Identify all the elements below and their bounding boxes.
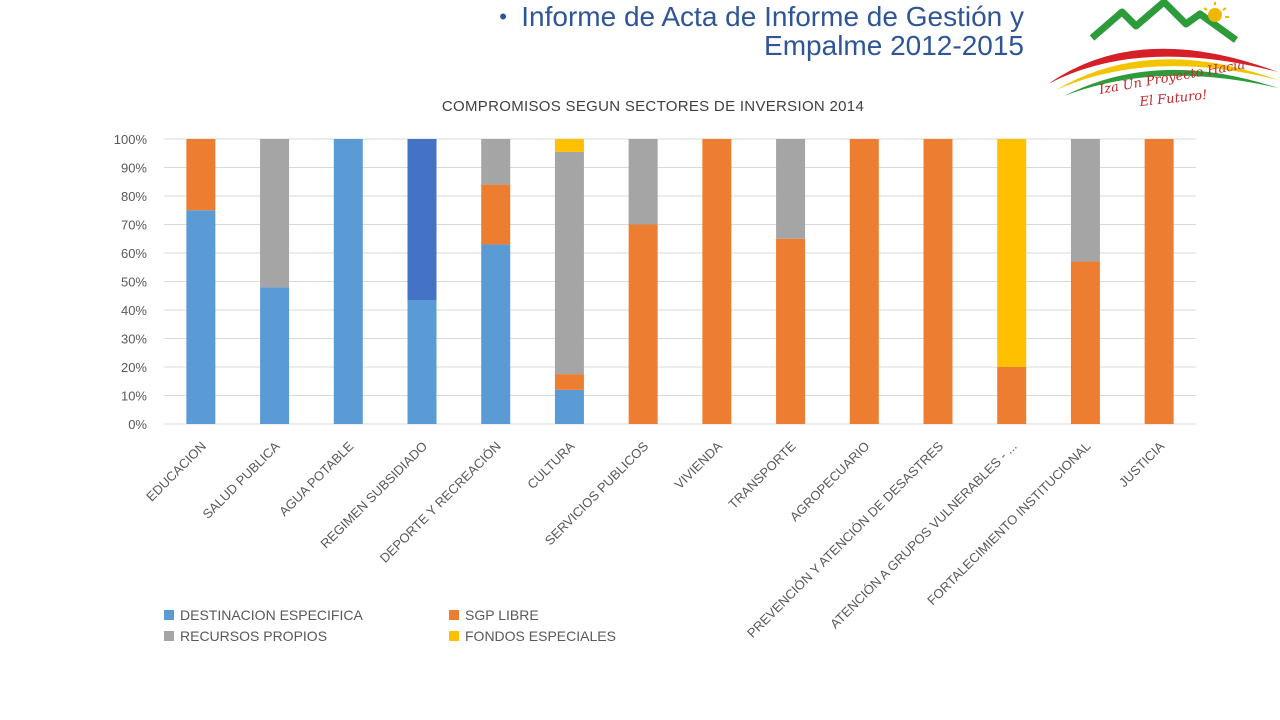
bar-segment [186,139,216,211]
slide-title: • Informe de Acta de Informe de Gestión … [499,1,1024,61]
chart-title: COMPROMISOS SEGUN SECTORES DE INVERSION … [441,98,865,115]
bar-segment [776,238,806,424]
bar-segment [1144,139,1174,424]
legend-swatch-recursos [164,631,174,641]
bar-segment [554,139,584,152]
y-tick-label: 30% [121,332,147,347]
legend-swatch-fondos [449,631,459,641]
bar-segment [260,139,290,288]
chart-legend: DESTINACION ESPECIFICA SGP LIBRE RECURSO… [164,607,649,644]
bar-segment [702,139,732,424]
title-line-1: Informe de Acta de Informe de Gestión y [521,1,1024,32]
bar-segment [186,210,216,424]
x-tick-label: JUSTICIA [1116,438,1168,490]
bar-segment [923,139,953,424]
bar-segment [481,184,511,245]
x-tick-label: DEPORTE Y RECREACIÓN [377,439,504,566]
legend-label: DESTINACION ESPECIFICA [180,607,363,623]
bar-segment [554,151,584,375]
logo-text-line-2: El Futuro! [1138,88,1208,110]
title-line-2: Empalme 2012-2015 [764,30,1024,61]
bar-segment [1070,261,1100,424]
legend-swatch-destinacion [164,610,174,620]
x-tick-label: EDUCACION [143,439,209,505]
y-tick-label: 0% [128,417,147,432]
bar-segment [481,139,511,185]
x-tick-label: TRANSPORTE [725,438,798,511]
bar-segment [1070,139,1100,262]
x-tick-label: AGUA POTABLE [276,438,357,519]
legend-label: SGP LIBRE [465,607,539,623]
bar-segment-highlight [407,139,437,301]
legend-item: FONDOS ESPECIALES [449,628,649,644]
bar-segment [481,244,511,424]
y-tick-label: 90% [121,161,147,176]
y-tick-label: 80% [121,189,147,204]
municipality-logo: Iza Un Proyecto Hacia El Futuro! [1048,0,1278,110]
bar-segment [997,367,1027,424]
title-bullet: • [499,4,507,29]
bar-segment [628,139,658,225]
bar-segment [849,139,879,424]
legend-label: FONDOS ESPECIALES [465,628,616,644]
x-tick-label: VIVIENDA [671,438,725,492]
bar-segment [997,139,1027,367]
y-tick-label: 50% [121,275,147,290]
y-tick-label: 70% [121,218,147,233]
bar-segment [554,389,584,424]
x-tick-label: FORTALECIMIENTO INSTITUCIONAL [924,439,1093,608]
legend-label: RECURSOS PROPIOS [180,628,328,644]
legend-item: DESTINACION ESPECIFICA [164,607,449,623]
x-tick-label: SALUD PUBLICA [200,438,283,521]
bar-segment [628,224,658,424]
y-tick-label: 20% [121,360,147,375]
bar-segment [554,374,584,390]
y-tick-label: 10% [121,389,147,404]
bar-segment [776,139,806,239]
legend-swatch-sgp [449,610,459,620]
x-tick-label: CULTURA [524,438,578,492]
x-tick-label: AGROPECUARIO [787,439,873,525]
bar-segment [333,139,363,424]
bar-segment [260,287,290,424]
legend-item: RECURSOS PROPIOS [164,628,449,644]
y-tick-label: 100% [114,132,148,147]
legend-item: SGP LIBRE [449,607,649,623]
y-tick-label: 60% [121,246,147,261]
y-tick-label: 40% [121,303,147,318]
